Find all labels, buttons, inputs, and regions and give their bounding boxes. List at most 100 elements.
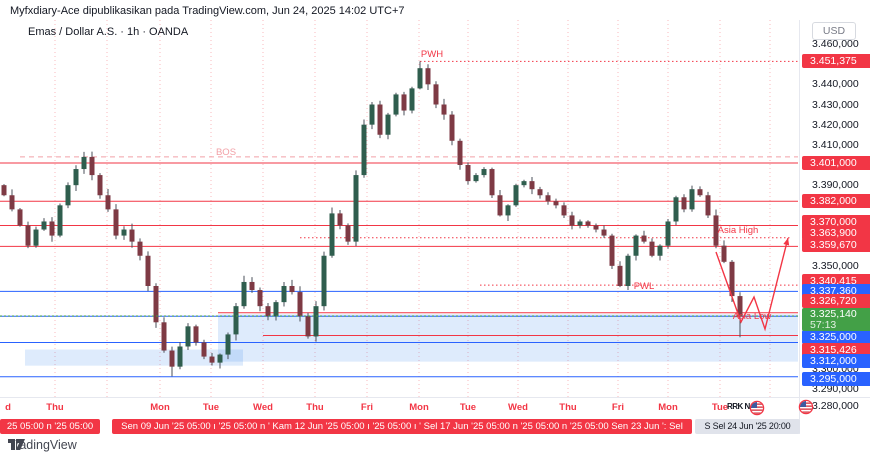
day-of-week-label: Thu [306,402,324,413]
candle-up [473,175,479,182]
us-flag-axis-icon[interactable] [798,399,814,415]
annotation-bos[interactable]: BOS [216,147,236,158]
time-axis-separator [0,397,870,398]
tradingview-logo-icon [8,439,25,450]
candle-down [265,306,271,317]
candle-up [513,185,519,206]
candle-up [73,169,79,186]
supply-demand-zone[interactable] [218,314,798,362]
day-of-week-label: Tue [711,402,729,413]
candle-down [297,292,303,317]
price-tick: 3.410,000 [812,139,859,151]
candle-up [369,104,375,125]
candle-down [1,185,7,196]
candle-down [129,229,135,242]
annotation-pwl[interactable]: PWL [634,281,655,292]
candle-down [681,197,687,210]
candle-down [649,241,655,256]
candle-down [169,350,175,367]
candle-down [529,181,535,190]
price-level-badge: 3.325,000 [802,330,870,344]
candle-up [177,346,183,367]
day-of-week-label: Tue [202,402,220,413]
candle-up [417,68,423,89]
price-level-badge: 3.326,720 [802,294,870,308]
candle-down [153,286,159,323]
candle-down [145,255,151,286]
candle-up [633,235,639,256]
candle-down [289,286,295,293]
candle-down [425,68,431,85]
candle-down [489,169,495,196]
candle-up [65,185,71,206]
candle-up [657,245,663,256]
candle-down [209,356,215,363]
day-of-week-label: Wed [508,402,528,413]
candle-down [161,322,167,351]
candle-up [665,221,671,246]
annotation-asia-high[interactable]: Asia High [718,225,759,236]
candle-down [601,229,607,236]
candle-down [449,114,455,141]
annotation-asia-low[interactable]: Asia Low [733,311,772,322]
candle-down [497,195,503,216]
candle-down [25,225,31,246]
bar-countdown-timer: 57:13 [810,319,837,331]
candle-down [737,296,743,316]
candle-up [577,221,583,226]
candle-down [545,195,551,202]
candle-down [193,326,199,343]
time-axis-segment: 25 05:00 n '25 05:00 [0,419,100,434]
economic-event-label[interactable]: RRK N [727,402,750,411]
candle-up [33,229,39,246]
day-of-week-label: Thu [559,402,577,413]
price-tick: 3.460,000 [812,38,859,50]
annotation-pwh[interactable]: PWH [421,49,443,60]
candle-down [609,235,615,266]
day-of-week-label: Mon [658,402,678,413]
us-flag-event-icon[interactable] [749,400,765,416]
day-of-week-label: Wed [253,402,273,413]
price-axis[interactable]: USD 3.460,000 3.440,000 3.430,000 3.420,000… [800,0,870,459]
candle-down [89,156,95,176]
candle-down [585,221,591,226]
current-price-value: 3.325,140 [810,308,857,320]
candle-down [593,225,599,230]
candle-down [137,241,143,256]
forecast-arrowhead [783,238,790,246]
candle-up [281,286,287,303]
currency-label: USD [812,22,856,40]
candle-down [49,221,55,236]
candle-down [713,215,719,246]
candle-up [393,94,399,115]
candle-up [225,334,231,355]
forecast-zigzag-line[interactable] [715,237,789,332]
candle-down [721,245,727,262]
day-of-week-label: Fri [611,402,625,413]
candle-up [673,197,679,222]
day-of-week-label: Mon [150,402,170,413]
tradingview-branding[interactable]: TradingView [8,438,77,452]
supply-demand-zone[interactable] [25,349,243,366]
candle-down [377,104,383,135]
day-of-week-label: d [5,402,11,413]
day-of-week-label: Thu [46,402,64,413]
candle-down [9,195,15,210]
price-tick: 3.420,000 [812,119,859,131]
candle-up [313,306,319,337]
candle-up [57,205,63,236]
price-tick: 3.430,000 [812,99,859,111]
candle-down [433,84,439,105]
candle-down [569,215,575,226]
price-level-badge: 3.312,000 [802,354,870,368]
candle-down [97,175,103,196]
candle-up [273,302,279,317]
candle-down [17,209,23,226]
candle-down [729,261,735,297]
current-price-badge: 3.325,140 57:13 [802,308,870,331]
candle-down [553,201,559,206]
candle-up [121,229,127,236]
candle-down [305,316,311,337]
candle-down [401,94,407,111]
